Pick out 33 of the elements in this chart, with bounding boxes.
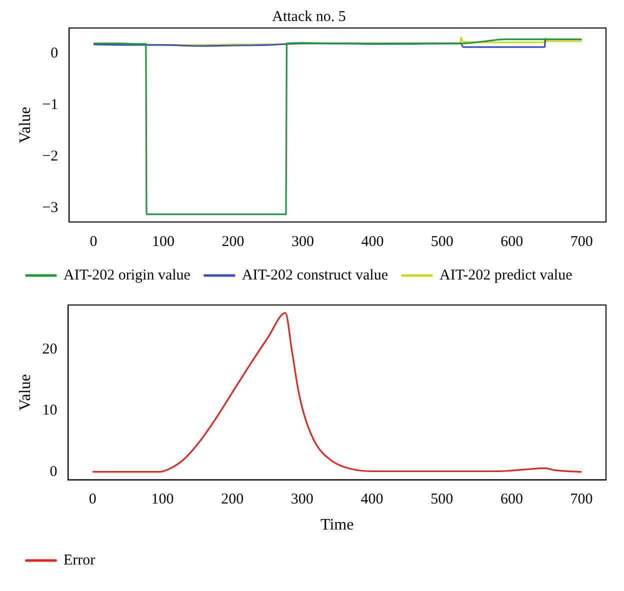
x-tick-label: 200 [222, 234, 244, 250]
y-axis-title: Value [16, 374, 34, 411]
y-tick-label: −2 [42, 148, 58, 165]
x-tick-label: 400 [360, 492, 384, 508]
y-tick-label: 0 [50, 46, 58, 62]
x-tick-label: 500 [430, 234, 454, 250]
x-tick-label: 700 [570, 234, 593, 250]
x-tick-label: 200 [221, 492, 244, 508]
chart-title: Attack no. 5 [272, 8, 346, 25]
x-tick-label: 400 [361, 234, 384, 250]
x-tick-label: 300 [291, 234, 314, 250]
x-tick-label: 0 [88, 492, 96, 508]
x-tick-label: 600 [500, 234, 524, 250]
y-tick-label: −3 [42, 200, 58, 216]
x-tick-label: 500 [430, 492, 454, 508]
x-axis-title: Time [320, 516, 354, 534]
line-series [92, 38, 582, 216]
x-tick-label: 100 [152, 234, 175, 250]
y-axis-title: Value [16, 106, 34, 144]
legend-label: AIT-202 origin value [64, 267, 191, 284]
x-tick-label: 600 [500, 492, 523, 508]
y-tick-label: 0 [50, 464, 58, 480]
legend-label: AIT-202 construct value [242, 267, 388, 284]
line-series [92, 312, 582, 473]
y-tick-label: 10 [42, 402, 58, 419]
legend-label: AIT-202 predict value [439, 267, 573, 284]
x-tick-label: 100 [151, 492, 174, 508]
y-tick-label: 20 [42, 342, 58, 358]
legend-label: Error [64, 552, 96, 568]
y-tick-label: −1 [42, 97, 58, 114]
x-tick-label: 300 [290, 492, 314, 508]
x-tick-label: 700 [570, 492, 593, 508]
x-tick-label: 0 [90, 234, 98, 250]
